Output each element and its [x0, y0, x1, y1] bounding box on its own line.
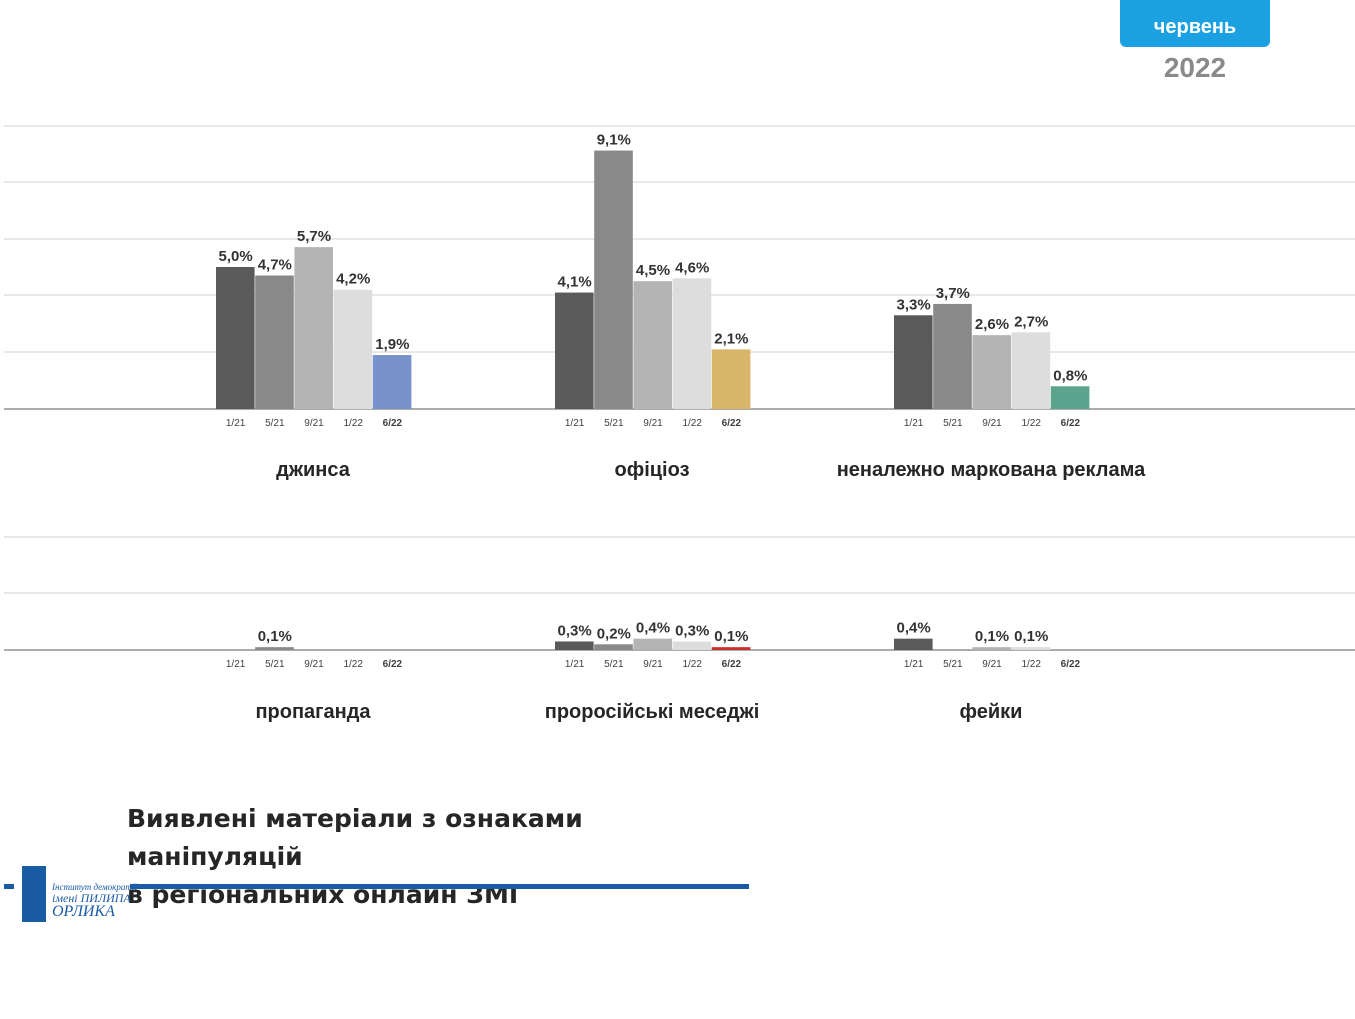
data-label: 4,5% [636, 262, 670, 279]
data-label: 0,4% [896, 620, 930, 637]
bar [255, 275, 294, 409]
bar [1050, 386, 1090, 409]
tick-label: 6/22 [1061, 659, 1081, 670]
data-label: 2,1% [714, 330, 748, 347]
bar [972, 335, 1011, 409]
title-rule [130, 884, 749, 889]
institute-logo: Інститут демократії імені ПИЛИПА ОРЛИКА [22, 866, 137, 924]
tick-label: 5/21 [604, 418, 624, 429]
tick-label: 6/22 [1061, 418, 1081, 429]
logo-text: Інститут демократії імені ПИЛИПА ОРЛИКА [52, 882, 137, 920]
month-label: червень [1153, 16, 1237, 38]
tick-label: 5/21 [265, 418, 285, 429]
tick-label: 6/22 [383, 659, 403, 670]
tick-label: 6/22 [722, 418, 742, 429]
data-label: 4,7% [258, 257, 292, 274]
tick-label: 6/22 [722, 659, 742, 670]
data-label: 1,9% [375, 336, 409, 353]
bar [555, 292, 594, 409]
chart-title: пропаганда [255, 701, 371, 723]
data-label: 3,3% [896, 296, 930, 313]
data-label: 0,1% [1014, 628, 1048, 645]
chart-title: неналежно маркована реклама [837, 459, 1146, 481]
data-label: 4,6% [675, 259, 709, 276]
data-label: 0,1% [258, 628, 292, 645]
month-badge: червень [1120, 0, 1270, 47]
data-label: 0,4% [636, 620, 670, 637]
data-label: 0,3% [557, 622, 591, 639]
tick-label: 1/22 [1021, 659, 1041, 670]
tick-label: 9/21 [643, 418, 663, 429]
tick-label: 1/21 [226, 659, 246, 670]
data-label: 4,2% [336, 271, 370, 288]
data-label: 5,7% [297, 228, 331, 245]
tick-label: 1/21 [904, 659, 924, 670]
data-label: 0,8% [1053, 367, 1087, 384]
tick-label: 5/21 [604, 659, 624, 670]
bar [1011, 332, 1051, 409]
tick-label: 9/21 [982, 418, 1002, 429]
tick-label: 6/22 [383, 418, 403, 429]
bar [255, 647, 294, 650]
title-rule-left [4, 884, 14, 889]
year-label: 2022 [1163, 52, 1227, 83]
report-title: Виявлені матеріали з ознаками маніпуляці… [127, 800, 767, 914]
bar [894, 315, 933, 409]
data-label: 9,1% [597, 132, 631, 149]
bar [672, 641, 712, 650]
bar [711, 647, 751, 650]
data-label: 4,1% [557, 274, 591, 291]
bar [972, 647, 1011, 650]
bar [216, 267, 255, 409]
chart-title: фейки [960, 701, 1023, 723]
logo-line-2: імені ПИЛИПА [52, 891, 131, 905]
bar [594, 644, 633, 650]
report-title-line-2: в регіональних онлайн ЗМІ [127, 880, 519, 909]
logo-line-3: ОРЛИКА [52, 903, 115, 920]
chart-title: проросійські меседжі [545, 701, 760, 723]
bar [294, 247, 333, 409]
tick-label: 5/21 [943, 659, 963, 670]
report-title-line-1: Виявлені матеріали з ознаками маніпуляці… [127, 804, 583, 871]
tick-label: 9/21 [304, 418, 324, 429]
logo-line-1: Інститут демократії [52, 882, 137, 892]
chart-title: джинса [276, 459, 351, 481]
tick-label: 1/21 [565, 418, 585, 429]
tick-label: 9/21 [643, 659, 663, 670]
data-label: 0,1% [714, 628, 748, 645]
logo-emblem-icon [22, 866, 46, 922]
bar [633, 281, 672, 409]
data-label: 5,0% [218, 248, 252, 265]
tick-label: 1/22 [682, 418, 702, 429]
bar [1011, 647, 1051, 650]
data-label: 0,1% [975, 628, 1009, 645]
tick-label: 1/22 [343, 659, 363, 670]
tick-label: 1/21 [226, 418, 246, 429]
chart-title: офіціоз [614, 459, 689, 481]
data-label: 2,7% [1014, 313, 1048, 330]
tick-label: 1/22 [343, 418, 363, 429]
data-label: 3,7% [936, 285, 970, 302]
bar [933, 303, 972, 409]
data-label: 0,3% [675, 622, 709, 639]
bar [372, 355, 412, 409]
bar [894, 638, 933, 650]
tick-label: 5/21 [943, 418, 963, 429]
tick-label: 5/21 [265, 659, 285, 670]
tick-label: 1/22 [1021, 418, 1041, 429]
data-label: 0,2% [597, 625, 631, 642]
bar [594, 150, 633, 409]
data-label: 2,6% [975, 316, 1009, 333]
tick-label: 9/21 [982, 659, 1002, 670]
bar [711, 349, 751, 409]
bar [672, 278, 712, 409]
bar [633, 638, 672, 650]
bar [333, 289, 373, 409]
tick-label: 1/21 [565, 659, 585, 670]
bar [555, 641, 594, 650]
tick-label: 9/21 [304, 659, 324, 670]
tick-label: 1/21 [904, 418, 924, 429]
tick-label: 1/22 [682, 659, 702, 670]
